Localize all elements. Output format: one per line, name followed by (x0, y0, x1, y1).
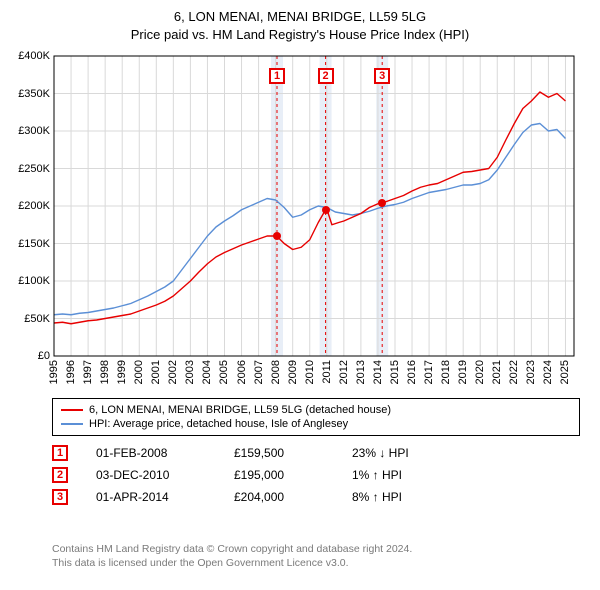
sales-row-diff: 23% ↓ HPI (352, 446, 462, 460)
x-tick-label: 2022 (508, 360, 520, 384)
x-tick-label: 1996 (65, 360, 77, 384)
legend-swatch-property (61, 409, 83, 411)
x-tick-label: 1998 (99, 360, 111, 384)
x-tick-label: 2024 (542, 360, 554, 384)
sales-row-marker: 2 (52, 467, 68, 483)
x-tick-label: 2019 (457, 360, 469, 384)
plot-region: £0£50K£100K£150K£200K£250K£300K£350K£400… (54, 56, 574, 356)
sales-row-marker: 1 (52, 445, 68, 461)
sales-row-date: 03-DEC-2010 (96, 468, 206, 482)
x-tick-label: 2018 (440, 360, 452, 384)
legend-row-property: 6, LON MENAI, MENAI BRIDGE, LL59 5LG (de… (61, 403, 571, 417)
x-tick-label: 2000 (133, 360, 145, 384)
y-tick-label: £400K (18, 50, 50, 62)
chart-title-line1: 6, LON MENAI, MENAI BRIDGE, LL59 5LG (10, 8, 590, 26)
y-tick-label: £300K (18, 125, 50, 137)
x-tick-label: 2020 (474, 360, 486, 384)
x-tick-label: 2005 (218, 360, 230, 384)
y-tick-label: £100K (18, 275, 50, 287)
sales-row-diff: 8% ↑ HPI (352, 490, 462, 504)
sales-row-price: £159,500 (234, 446, 324, 460)
y-tick-label: £50K (24, 313, 50, 325)
y-tick-label: £350K (18, 88, 50, 100)
x-tick-label: 2004 (201, 360, 213, 384)
sale-point-1 (273, 232, 281, 240)
x-tick-label: 2001 (150, 360, 162, 384)
chart-area: £0£50K£100K£150K£200K£250K£300K£350K£400… (10, 50, 590, 390)
y-tick-label: £200K (18, 200, 50, 212)
footer-line1: Contains HM Land Registry data © Crown c… (52, 542, 580, 556)
x-tick-label: 1999 (116, 360, 128, 384)
x-tick-label: 2010 (304, 360, 316, 384)
chart-title-line2: Price paid vs. HM Land Registry's House … (10, 26, 590, 44)
x-tick-label: 2017 (423, 360, 435, 384)
chart-title-block: 6, LON MENAI, MENAI BRIDGE, LL59 5LG Pri… (0, 0, 600, 48)
x-tick-label: 2008 (270, 360, 282, 384)
sales-row-marker: 3 (52, 489, 68, 505)
legend-label-property: 6, LON MENAI, MENAI BRIDGE, LL59 5LG (de… (89, 404, 391, 416)
y-tick-label: £150K (18, 238, 50, 250)
legend: 6, LON MENAI, MENAI BRIDGE, LL59 5LG (de… (52, 398, 580, 436)
x-tick-label: 1995 (48, 360, 60, 384)
x-tick-label: 1997 (82, 360, 94, 384)
sales-row-1: 1 01-FEB-2008 £159,500 23% ↓ HPI (52, 442, 580, 464)
x-tick-label: 2016 (406, 360, 418, 384)
sales-row-date: 01-FEB-2008 (96, 446, 206, 460)
attribution-footer: Contains HM Land Registry data © Crown c… (52, 542, 580, 570)
y-tick-label: £250K (18, 163, 50, 175)
x-tick-label: 2013 (355, 360, 367, 384)
sales-table: 1 01-FEB-2008 £159,500 23% ↓ HPI 2 03-DEC-201… (52, 442, 580, 508)
sale-marker-3: 3 (374, 68, 390, 84)
sales-row-diff: 1% ↑ HPI (352, 468, 462, 482)
legend-swatch-hpi (61, 423, 83, 425)
x-tick-label: 2009 (287, 360, 299, 384)
sale-point-2 (322, 206, 330, 214)
sale-point-3 (378, 199, 386, 207)
sales-row-date: 01-APR-2014 (96, 490, 206, 504)
x-tick-label: 2012 (338, 360, 350, 384)
footer-line2: This data is licensed under the Open Gov… (52, 556, 580, 570)
x-tick-label: 2014 (372, 360, 384, 384)
sale-marker-2: 2 (318, 68, 334, 84)
sale-marker-1: 1 (269, 68, 285, 84)
sales-row-price: £204,000 (234, 490, 324, 504)
x-tick-label: 2021 (491, 360, 503, 384)
x-tick-label: 2011 (321, 360, 333, 384)
sales-row-3: 3 01-APR-2014 £204,000 8% ↑ HPI (52, 486, 580, 508)
sales-row-2: 2 03-DEC-2010 £195,000 1% ↑ HPI (52, 464, 580, 486)
sales-row-price: £195,000 (234, 468, 324, 482)
x-tick-label: 2002 (167, 360, 179, 384)
x-tick-label: 2023 (525, 360, 537, 384)
x-tick-label: 2015 (389, 360, 401, 384)
x-tick-label: 2007 (253, 360, 265, 384)
legend-label-hpi: HPI: Average price, detached house, Isle… (89, 418, 348, 430)
x-tick-label: 2003 (184, 360, 196, 384)
legend-row-hpi: HPI: Average price, detached house, Isle… (61, 417, 571, 431)
x-tick-label: 2025 (559, 360, 571, 384)
x-tick-label: 2006 (236, 360, 248, 384)
